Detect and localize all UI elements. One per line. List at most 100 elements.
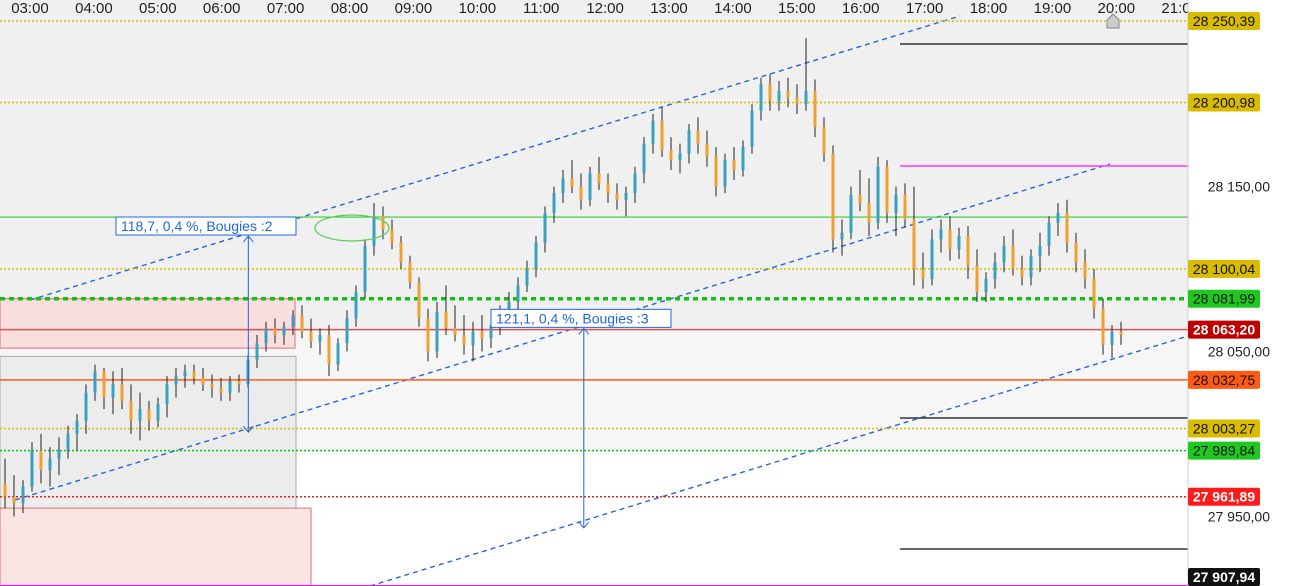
candle[interactable] [264, 321, 268, 352]
candle[interactable] [1056, 203, 1060, 237]
candle[interactable] [1029, 249, 1033, 286]
candle[interactable] [759, 77, 763, 121]
candle[interactable] [138, 392, 142, 441]
candle[interactable] [696, 117, 700, 154]
candle[interactable] [651, 113, 655, 154]
candle[interactable] [786, 77, 790, 108]
candle[interactable] [1119, 321, 1123, 345]
candle[interactable] [624, 186, 628, 217]
candle[interactable] [615, 183, 619, 210]
candle[interactable] [183, 364, 187, 388]
candle[interactable] [1011, 229, 1015, 276]
candle[interactable] [525, 260, 529, 293]
candle[interactable] [777, 81, 781, 111]
candle[interactable] [309, 318, 313, 349]
candle[interactable] [1074, 232, 1078, 273]
candle[interactable] [1047, 216, 1051, 256]
candle[interactable] [120, 367, 124, 410]
candle[interactable] [318, 328, 322, 355]
candle[interactable] [795, 84, 799, 114]
candle[interactable] [1092, 268, 1096, 319]
candle[interactable] [750, 104, 754, 154]
candle[interactable] [111, 371, 115, 415]
candle[interactable] [723, 153, 727, 194]
candle[interactable] [192, 364, 196, 385]
home-icon[interactable] [1106, 13, 1120, 29]
candle[interactable] [561, 170, 565, 204]
candle[interactable] [291, 310, 295, 335]
candle[interactable] [228, 376, 232, 401]
candle[interactable] [21, 480, 25, 514]
candle[interactable] [975, 249, 979, 302]
candle[interactable] [534, 236, 538, 278]
candle[interactable] [957, 227, 961, 260]
candle[interactable] [669, 137, 673, 171]
candle[interactable] [930, 229, 934, 286]
candle[interactable] [75, 414, 79, 451]
candle[interactable] [273, 318, 277, 344]
candle[interactable] [336, 338, 340, 372]
candle[interactable] [480, 315, 484, 352]
candle[interactable] [633, 166, 637, 204]
candle[interactable] [660, 107, 664, 157]
candle[interactable] [822, 117, 826, 162]
candle[interactable] [552, 186, 556, 223]
candle[interactable] [579, 173, 583, 210]
candle[interactable] [993, 252, 997, 289]
candle[interactable] [705, 130, 709, 167]
candle[interactable] [1002, 236, 1006, 273]
candle[interactable] [885, 160, 889, 223]
candle[interactable] [12, 475, 16, 517]
price-level-label-5[interactable]: 28 063,20 [1188, 320, 1260, 339]
candle[interactable] [984, 272, 988, 302]
candle[interactable] [381, 206, 385, 240]
candle[interactable] [93, 364, 97, 401]
candle[interactable] [1065, 199, 1069, 253]
candle[interactable] [165, 376, 169, 418]
candle[interactable] [903, 183, 907, 228]
candle[interactable] [327, 325, 331, 377]
measure-annotation-1[interactable]: 118,7, 0,4 %, Bougies :2 [115, 216, 297, 434]
price-level-label-8[interactable]: 27 989,84 [1188, 441, 1260, 460]
candle[interactable] [876, 156, 880, 230]
candle[interactable] [858, 170, 862, 212]
candle[interactable] [219, 377, 223, 401]
candle[interactable] [570, 160, 574, 194]
candle[interactable] [48, 447, 52, 487]
candle[interactable] [444, 285, 448, 335]
candle[interactable] [426, 308, 430, 362]
candle[interactable] [255, 334, 259, 368]
candle[interactable] [1020, 255, 1024, 286]
candle[interactable] [948, 216, 952, 261]
candle[interactable] [408, 255, 412, 289]
candle[interactable] [300, 305, 304, 339]
candle[interactable] [210, 374, 214, 398]
candle[interactable] [129, 384, 133, 434]
candle[interactable] [1038, 232, 1042, 273]
candle[interactable] [372, 203, 376, 256]
candle[interactable] [939, 219, 943, 253]
candle[interactable] [921, 252, 925, 289]
candle[interactable] [588, 166, 592, 207]
candle[interactable] [156, 397, 160, 428]
candle[interactable] [237, 374, 241, 393]
price-level-label-9[interactable]: 27 961,89 [1188, 487, 1260, 506]
candle[interactable] [966, 226, 970, 279]
candle[interactable] [147, 400, 151, 431]
candle[interactable] [84, 384, 88, 434]
candle[interactable] [201, 367, 205, 392]
candle[interactable] [345, 310, 349, 352]
candle[interactable] [678, 143, 682, 174]
price-level-label-7[interactable]: 28 003,27 [1188, 419, 1260, 438]
candle[interactable] [363, 239, 367, 299]
candle[interactable] [732, 146, 736, 180]
candle[interactable] [3, 458, 7, 509]
candle[interactable] [1101, 298, 1105, 355]
candle[interactable] [1110, 325, 1114, 359]
price-level-label-4[interactable]: 28 081,99 [1188, 289, 1260, 308]
candle[interactable] [1083, 249, 1087, 289]
candle[interactable] [813, 79, 817, 138]
price-level-label-2[interactable]: 28 200,98 [1188, 93, 1260, 112]
candle[interactable] [831, 145, 835, 253]
